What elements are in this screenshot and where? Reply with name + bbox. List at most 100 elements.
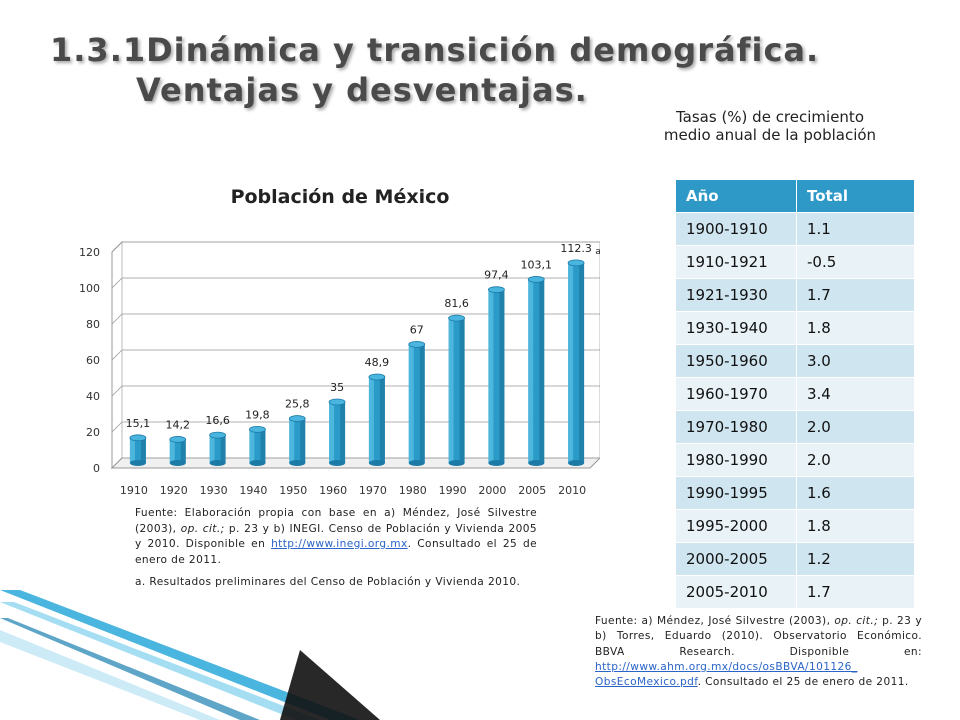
bar xyxy=(249,425,266,466)
chart-footnote: a. Resultados preliminares del Censo de … xyxy=(135,576,521,588)
cell-period: 2000-2005 xyxy=(675,542,797,576)
table-row: 1921-1930 1.7 xyxy=(675,278,915,312)
table-row: 2005-2010 1.7 xyxy=(675,575,915,609)
data-label: 112.3 xyxy=(560,242,592,255)
cell-total: 1.2 xyxy=(796,542,915,576)
x-tick-label: 1970 xyxy=(359,484,387,497)
data-label: 25,8 xyxy=(285,398,310,411)
cell-total: 1.7 xyxy=(796,278,915,312)
header-total: Total xyxy=(796,179,915,213)
cell-period: 1995-2000 xyxy=(675,509,797,543)
cell-period: 1921-1930 xyxy=(675,278,797,312)
data-label: 15,1 xyxy=(126,417,150,430)
bar xyxy=(488,286,505,466)
y-tick-label: 20 xyxy=(86,426,100,439)
cell-total: 2.0 xyxy=(796,410,915,444)
bar xyxy=(169,436,187,466)
cell-total: 1.6 xyxy=(796,476,915,510)
bar xyxy=(209,431,226,466)
y-tick-label: 40 xyxy=(86,390,100,403)
gridline xyxy=(111,457,600,469)
bar xyxy=(368,373,386,466)
data-label: 19,8 xyxy=(245,408,270,421)
population-bar-chart: 0 20 40 60 80 100 120 15,1 1910 14,2 1920 16,6 1930 1… xyxy=(79,240,600,497)
bar xyxy=(408,341,426,466)
y-tick-label: 60 xyxy=(86,354,100,367)
gridline xyxy=(111,241,600,253)
bar xyxy=(448,314,465,466)
chart-source-note: Fuente: Elaboración propia con base en a… xyxy=(135,506,537,598)
data-label-footnote: a xyxy=(595,247,600,257)
slide-title-line2: Ventajas y desventajas. xyxy=(136,71,588,109)
data-label: 81,6 xyxy=(444,297,469,310)
slide-title-line1: 1.3.1Dinámica y transición demográfica. xyxy=(50,31,820,69)
table-header-row: Año Total xyxy=(675,179,915,213)
bbva-link[interactable]: http://www.ahm.org.mx/docs/osBBVA/101126… xyxy=(595,660,858,689)
x-tick-label: 1990 xyxy=(439,484,467,497)
cell-period: 1980-1990 xyxy=(675,443,797,477)
cell-total: 2.0 xyxy=(796,443,915,477)
cell-period: 1990-1995 xyxy=(675,476,797,510)
header-year: Año xyxy=(675,179,797,213)
inegi-link[interactable]: http://www.inegi.org.mx xyxy=(271,538,408,550)
gridline xyxy=(111,277,600,289)
cell-total: 1.8 xyxy=(796,311,915,345)
table-caption: Tasas (%) de crecimiento medio anual de … xyxy=(663,108,877,144)
data-label: 103,1 xyxy=(521,258,553,271)
growth-rates-table: Año Total 1900-1910 1.1 1910-1921 -0.5 1921-… xyxy=(675,179,915,609)
x-tick-label: 1930 xyxy=(200,484,228,497)
x-tick-label: 2000 xyxy=(478,484,506,497)
x-tick-label: 1980 xyxy=(399,484,427,497)
y-tick-label: 80 xyxy=(86,318,100,331)
y-tick-label: 0 xyxy=(93,462,100,475)
cell-period: 1900-1910 xyxy=(675,212,797,246)
bar xyxy=(288,415,306,466)
cell-total: 3.0 xyxy=(796,344,915,378)
cell-period: 1960-1970 xyxy=(675,377,797,411)
cell-total: 1.7 xyxy=(796,575,915,609)
table-row: 2000-2005 1.2 xyxy=(675,542,915,576)
chart-title: Población de México xyxy=(230,186,450,208)
data-label: 67 xyxy=(410,323,424,336)
x-tick-label: 1910 xyxy=(120,484,148,497)
gridline xyxy=(111,385,600,397)
table-source-note: Fuente: a) Méndez, José Silvestre (2003)… xyxy=(595,615,922,689)
gridline xyxy=(111,421,600,433)
table-row: 1960-1970 3.4 xyxy=(675,377,915,411)
bar xyxy=(328,398,346,466)
y-tick-label: 120 xyxy=(79,246,100,259)
y-tick-label: 100 xyxy=(79,282,100,295)
data-label: 48,9 xyxy=(365,356,390,369)
cell-period: 1930-1940 xyxy=(675,311,797,345)
gridline xyxy=(111,349,600,361)
bar xyxy=(129,434,147,466)
table-row: 1990-1995 1.6 xyxy=(675,476,915,510)
data-label: 16,6 xyxy=(205,414,230,427)
x-tick-label: 2005 xyxy=(518,484,546,497)
slide-title: 1.3.1Dinámica y transición demográfica. … xyxy=(50,30,819,110)
x-tick-label: 1950 xyxy=(279,484,307,497)
cell-period: 1950-1960 xyxy=(675,344,797,378)
chart-source-text: Fuente: Elaboración propia con base en a… xyxy=(135,507,537,566)
table-row: 1995-2000 1.8 xyxy=(675,509,915,543)
cell-total: 3.4 xyxy=(796,377,915,411)
cell-period: 2005-2010 xyxy=(675,575,797,609)
table-row: 1980-1990 2.0 xyxy=(675,443,915,477)
gridline xyxy=(111,313,600,325)
data-label: 35 xyxy=(330,381,344,394)
table-row: 1950-1960 3.0 xyxy=(675,344,915,378)
bar xyxy=(567,259,585,466)
decorative-arrows-graphic xyxy=(0,590,380,720)
bar xyxy=(527,276,545,466)
cell-total: -0.5 xyxy=(796,245,915,279)
table-row: 1900-1910 1.1 xyxy=(675,212,915,246)
data-label: 14,2 xyxy=(166,418,191,431)
data-label: 97,4 xyxy=(484,269,509,282)
x-tick-label: 1940 xyxy=(239,484,267,497)
cell-period: 1910-1921 xyxy=(675,245,797,279)
cell-period: 1970-1980 xyxy=(675,410,797,444)
cell-total: 1.8 xyxy=(796,509,915,543)
table-row: 1910-1921 -0.5 xyxy=(675,245,915,279)
table-row: 1930-1940 1.8 xyxy=(675,311,915,345)
table-row: 1970-1980 2.0 xyxy=(675,410,915,444)
